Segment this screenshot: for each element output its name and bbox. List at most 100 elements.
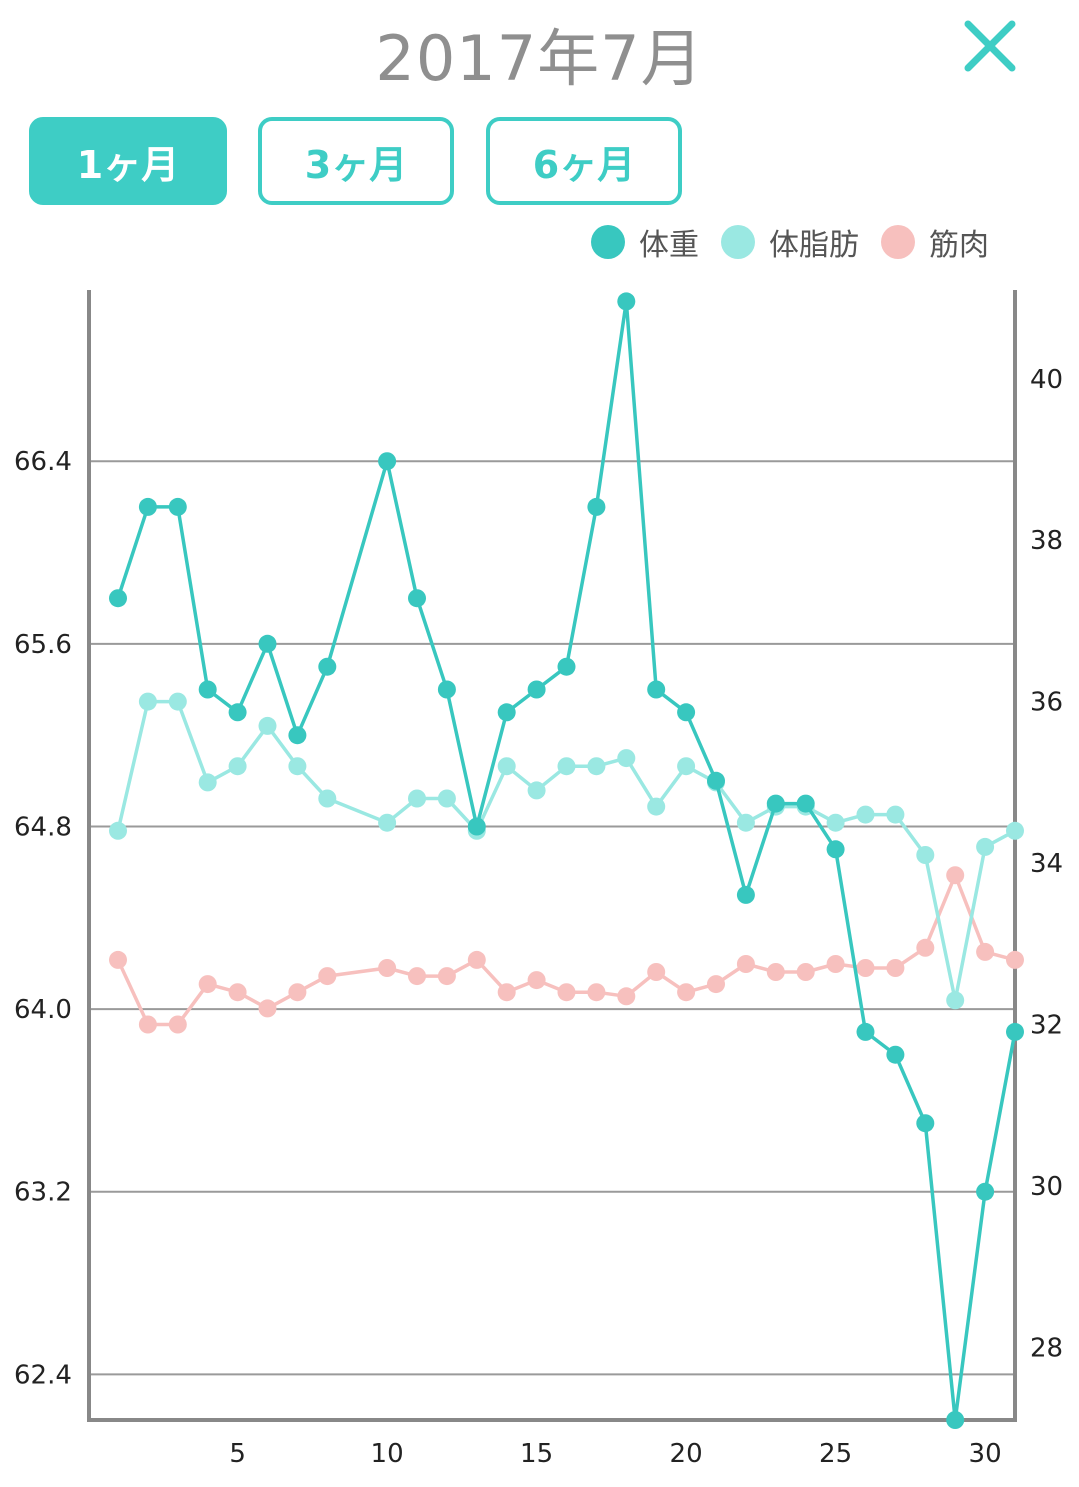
data-point — [378, 452, 397, 471]
data-point — [796, 963, 815, 981]
data-point — [378, 959, 397, 977]
data-point — [736, 955, 755, 973]
data-point — [736, 885, 755, 904]
data-point — [258, 634, 277, 653]
data-point — [258, 716, 277, 735]
x-tick-label: 20 — [670, 1439, 703, 1469]
data-point — [437, 680, 456, 699]
data-point — [288, 757, 307, 776]
data-point — [198, 773, 217, 792]
data-point — [557, 757, 576, 776]
data-point — [587, 757, 606, 776]
y-left-tick-label: 64.8 — [14, 812, 72, 842]
data-point — [856, 959, 875, 977]
data-point — [826, 813, 845, 832]
data-point — [138, 1015, 157, 1034]
data-point — [288, 983, 307, 1002]
data-point — [886, 805, 905, 824]
data-point — [617, 749, 636, 768]
y-right-tick-label: 34 — [1030, 849, 1063, 879]
close-button[interactable] — [958, 14, 1022, 78]
series-line — [116, 873, 1016, 1027]
legend-dot-weight — [591, 225, 625, 259]
data-point — [198, 680, 217, 699]
chart-legend: 体重 体脂肪 筋肉 — [569, 220, 989, 264]
data-point — [1006, 950, 1024, 969]
legend-label-muscle: 筋肉 — [929, 228, 989, 263]
period-6-months-button[interactable]: 6ヶ月 — [486, 117, 682, 205]
data-point — [527, 971, 546, 990]
data-point — [856, 805, 875, 824]
data-point — [467, 817, 486, 836]
close-icon — [964, 20, 1016, 72]
data-point — [946, 866, 965, 885]
data-point — [168, 692, 187, 711]
data-point — [886, 1045, 905, 1064]
data-point — [198, 975, 217, 994]
data-point — [946, 1411, 965, 1429]
data-point — [826, 955, 845, 973]
x-tick-label: 5 — [229, 1439, 246, 1469]
data-point — [647, 963, 666, 981]
data-point — [557, 983, 576, 1002]
data-point — [736, 813, 755, 832]
data-point — [109, 589, 127, 608]
data-point — [796, 794, 815, 813]
y-right-tick-label: 38 — [1030, 526, 1063, 556]
data-point — [138, 497, 157, 516]
y-left-tick-label: 62.4 — [14, 1360, 72, 1390]
x-tick-label: 25 — [819, 1439, 852, 1469]
data-point — [437, 789, 456, 808]
data-point — [916, 1114, 935, 1133]
legend-item-body-fat: 体脂肪 — [721, 220, 859, 264]
data-point — [677, 703, 696, 722]
data-point — [587, 497, 606, 516]
data-point — [138, 692, 157, 711]
x-tick-label: 30 — [969, 1439, 1002, 1469]
data-point — [587, 983, 606, 1002]
data-point — [826, 840, 845, 859]
data-point — [916, 846, 935, 864]
y-left-tick-label: 65.6 — [14, 630, 72, 660]
period-3-months-button[interactable]: 3ヶ月 — [258, 117, 454, 205]
data-point — [707, 975, 725, 994]
data-point — [617, 987, 636, 1006]
page-title: 2017年7月 — [375, 22, 704, 95]
data-point — [527, 781, 546, 800]
data-point — [109, 821, 127, 840]
y-right-tick-label: 30 — [1030, 1172, 1063, 1202]
data-point — [408, 589, 426, 608]
data-point — [228, 703, 247, 722]
period-1-month-button[interactable]: 1ヶ月 — [29, 117, 227, 205]
series-line — [116, 299, 1017, 1422]
data-point — [647, 797, 666, 816]
x-tick-label: 10 — [371, 1439, 404, 1469]
data-point — [168, 1015, 187, 1034]
data-point — [228, 983, 247, 1002]
data-point — [408, 789, 426, 808]
legend-item-weight: 体重 — [591, 220, 699, 264]
data-point — [976, 942, 995, 961]
data-point — [617, 292, 636, 311]
data-point — [886, 959, 905, 977]
legend-label-body-fat: 体脂肪 — [769, 228, 859, 263]
legend-dot-body-fat — [721, 225, 755, 259]
data-point — [766, 794, 785, 813]
legend-label-weight: 体重 — [639, 228, 699, 263]
data-point — [707, 771, 725, 790]
data-point — [976, 1182, 995, 1201]
data-point — [976, 837, 995, 856]
data-point — [378, 813, 397, 832]
data-point — [856, 1022, 875, 1041]
data-point — [109, 950, 127, 969]
data-point — [1006, 821, 1024, 840]
data-point — [318, 789, 337, 808]
y-left-tick-label: 63.2 — [14, 1178, 72, 1208]
data-point — [916, 938, 935, 957]
data-point — [497, 703, 516, 722]
y-right-tick-label: 40 — [1030, 365, 1063, 395]
data-point — [318, 657, 337, 676]
data-point — [1006, 1022, 1024, 1041]
data-point — [557, 657, 576, 676]
